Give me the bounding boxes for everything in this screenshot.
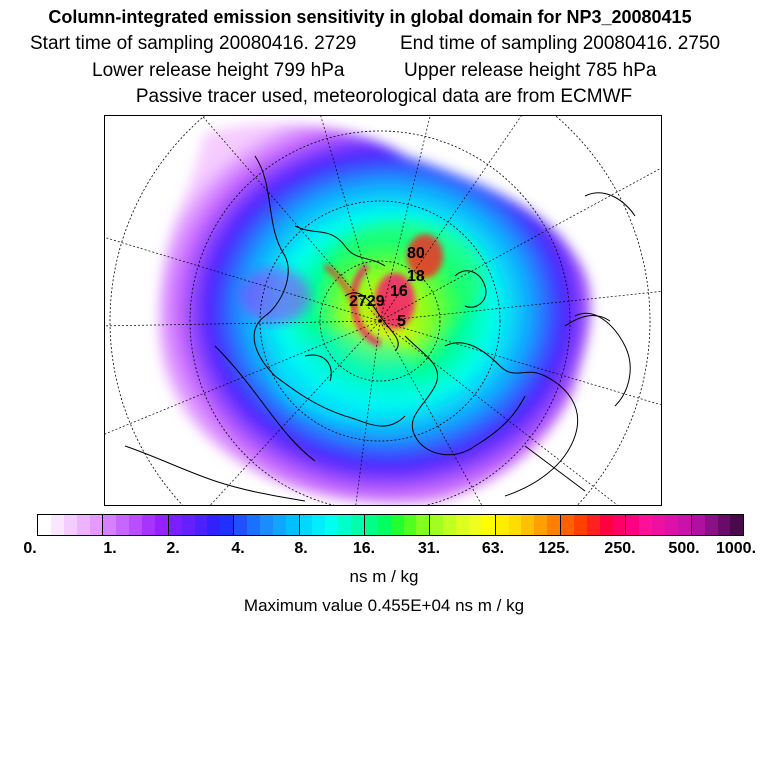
meridians xyxy=(105,116,661,505)
colorbar-segment xyxy=(652,515,665,535)
colorbar-tick-label: 1000. xyxy=(715,540,757,557)
colorbar-segment xyxy=(103,515,117,535)
red-arc-west xyxy=(323,263,358,307)
colorbar-segment xyxy=(50,515,64,535)
colorbar-segment xyxy=(38,515,51,535)
colorbar-segment xyxy=(325,515,339,535)
colorbar-segment xyxy=(272,515,286,535)
colorbar-segment xyxy=(573,515,587,535)
colorbar-segment xyxy=(142,515,155,535)
colorbar-segment xyxy=(116,515,130,535)
colorbar-segment xyxy=(495,515,509,535)
colorbar-segment xyxy=(168,515,182,535)
colorbar-segment xyxy=(626,515,640,535)
start-time-label: Start time of sampling 20080416. 2729 xyxy=(30,33,357,54)
colorbar-segment xyxy=(547,515,561,535)
colorbar-segment xyxy=(312,515,326,535)
colorbar-tick-label: 1. xyxy=(103,540,117,557)
colorbar-tick-label: 8. xyxy=(294,540,308,557)
colorbar-segment xyxy=(665,515,678,535)
colorbar-segment xyxy=(704,515,718,535)
colorbar-segment xyxy=(599,515,613,535)
colorbar-tick-label: 500. xyxy=(668,540,700,557)
colorbar-tick-label: 16. xyxy=(352,540,376,557)
colorbar-segment xyxy=(730,515,744,535)
colorbar-segment xyxy=(154,515,169,535)
colorbar-tick-label: 250. xyxy=(604,540,636,557)
colorbar-segment xyxy=(76,515,90,535)
colorbar-segment xyxy=(299,515,313,535)
colorbar-segment xyxy=(691,515,705,535)
colorbar-segment xyxy=(443,515,456,535)
colorbar-segment xyxy=(338,515,351,535)
red-hotspot-north xyxy=(407,234,443,278)
colorbar-segment xyxy=(586,515,600,535)
tracer-note: Passive tracer used, meteorological data… xyxy=(135,86,633,107)
magenta-arc xyxy=(350,263,382,347)
colorbar-segment xyxy=(364,515,378,535)
map-svg: 80 2729 16 18 5 xyxy=(105,116,661,505)
contour-label-4: 18 xyxy=(407,268,425,285)
contour-label-2: 2729 xyxy=(349,293,385,310)
colorbar-segment xyxy=(220,515,235,535)
contour-label-5: 5 xyxy=(397,313,406,330)
colorbar-segment xyxy=(481,515,496,535)
contour-label-3: 16 xyxy=(390,283,408,300)
colorbar-tick-label: 125. xyxy=(538,540,570,557)
upper-release-label: Upper release height 785 hPa xyxy=(404,60,657,81)
colorbar-segment xyxy=(677,515,692,535)
maximum-value-label: Maximum value 0.455E+04 ns m / kg xyxy=(243,596,525,615)
colorbar-segment xyxy=(234,515,247,535)
colorbar-segment xyxy=(247,515,260,535)
colorbar-segment xyxy=(89,515,104,535)
end-time-label: End time of sampling 20080416. 2750 xyxy=(400,33,721,54)
colorbar-segment xyxy=(207,515,221,535)
green-region xyxy=(325,221,485,331)
emission-sensitivity-map: 80 2729 16 18 5 xyxy=(104,115,662,506)
colorbar-tick-label: 4. xyxy=(231,540,245,557)
magenta-hotspot xyxy=(375,273,415,329)
contour-label-1: 80 xyxy=(407,245,425,262)
colorbar-segment xyxy=(259,515,273,535)
colorbar-segment xyxy=(639,515,653,535)
colorbar xyxy=(37,514,744,536)
colorbar-segment xyxy=(521,515,535,535)
cyan-region xyxy=(275,331,415,421)
purple-lobe-west xyxy=(240,268,310,324)
colorbar-segment xyxy=(717,515,731,535)
colorbar-segment xyxy=(416,515,431,535)
colorbar-segment xyxy=(129,515,142,535)
sampling-time-row: Start time of sampling 20080416. 2729 En… xyxy=(0,33,768,55)
colorbar-segment xyxy=(63,515,77,535)
colorbar-segment xyxy=(403,515,417,535)
plot-title: Column-integrated emission sensitivity i… xyxy=(48,7,692,27)
colorbar-segment xyxy=(390,515,404,535)
colorbar-segment xyxy=(534,515,548,535)
colorbar-segment xyxy=(351,515,365,535)
colorbar-segment xyxy=(194,515,208,535)
colorbar-segment xyxy=(456,515,469,535)
colorbar-segment xyxy=(181,515,195,535)
colorbar-segment xyxy=(377,515,391,535)
colorbar-tick-label: 0. xyxy=(23,540,37,557)
colorbar-segment xyxy=(285,515,300,535)
colorbar-unit-label: ns m / kg xyxy=(349,567,419,586)
release-height-row: Lower release height 799 hPa Upper relea… xyxy=(0,60,768,82)
coastlines xyxy=(124,155,636,502)
colorbar-segment xyxy=(468,515,482,535)
colorbar-tick-label: 2. xyxy=(166,540,180,557)
colorbar-segment xyxy=(612,515,627,535)
colorbar-tick-label: 31. xyxy=(417,540,441,557)
colorbar-segment xyxy=(561,515,574,535)
colorbar-tick-label: 63. xyxy=(481,540,505,557)
colorbar-segment xyxy=(508,515,522,535)
colorbar-segment xyxy=(430,515,444,535)
lower-release-label: Lower release height 799 hPa xyxy=(92,60,345,81)
